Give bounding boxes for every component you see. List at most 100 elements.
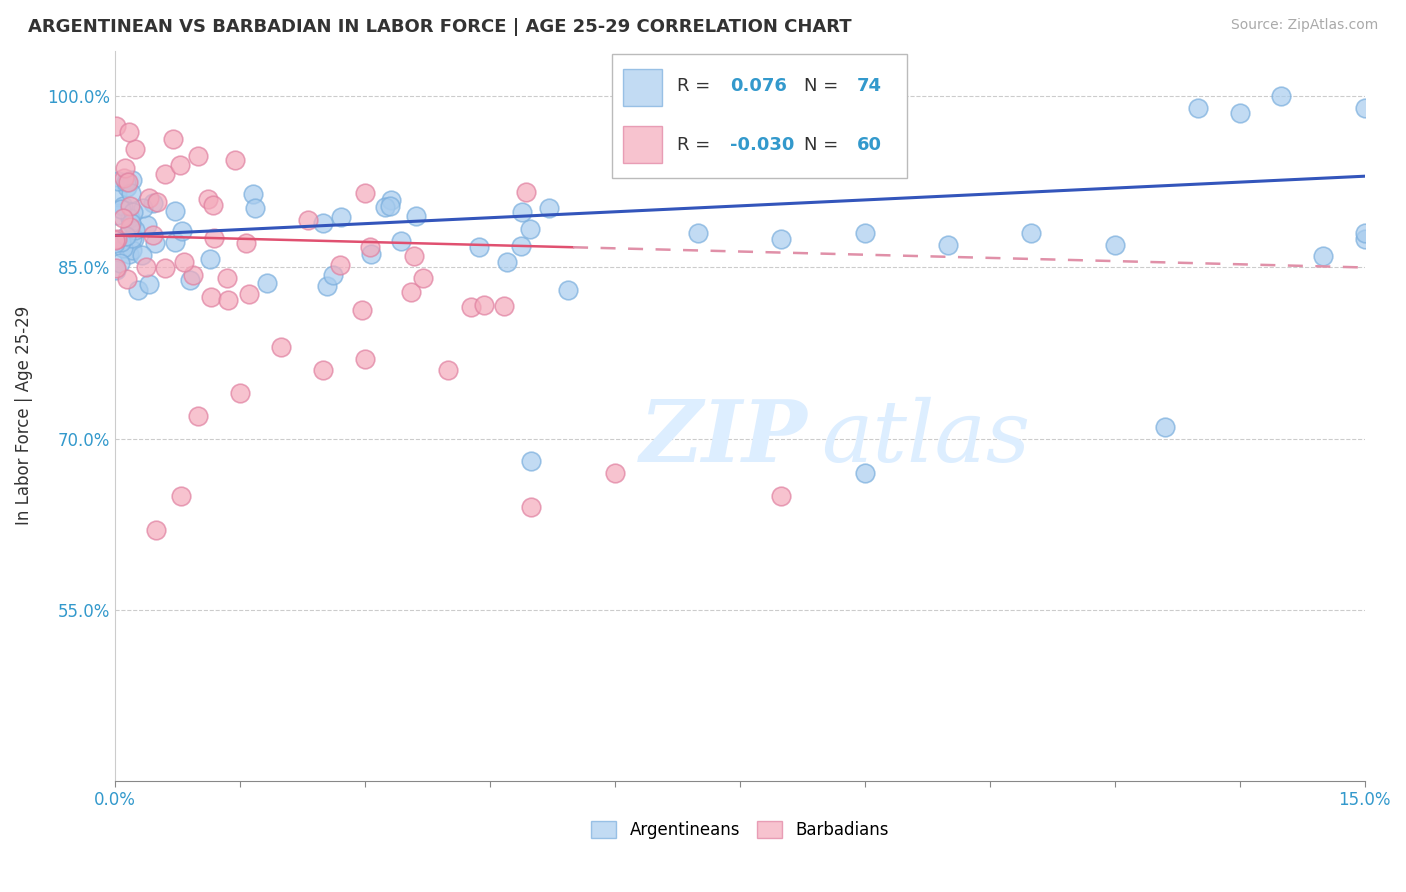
Point [474,298,496,312]
Point [537,201,560,215]
Point [198,252,221,266]
Point [104,235,127,250]
Point [179,273,201,287]
Point [378,199,401,213]
Point [297,213,319,227]
Point [510,239,533,253]
Text: Source: ZipAtlas.com: Source: ZipAtlas.com [1230,18,1378,32]
Point [1354,232,1376,246]
Text: 74: 74 [856,77,882,95]
Point [520,500,543,515]
Point [1187,101,1209,115]
FancyBboxPatch shape [612,54,907,178]
Point [112,199,135,213]
Point [238,286,260,301]
Point [360,246,382,260]
Point [111,241,134,255]
Point [187,148,209,162]
Point [389,235,412,249]
Point [121,243,143,257]
Point [242,186,264,201]
Point [770,489,793,503]
Point [132,201,155,215]
Legend: Argentineans, Barbadians: Argentineans, Barbadians [585,814,896,846]
Point [121,173,143,187]
Text: 60: 60 [856,136,882,153]
Point [197,193,219,207]
Point [200,290,222,304]
Point [229,386,252,401]
Text: N =: N = [804,77,844,95]
Point [138,277,160,292]
Point [153,167,176,181]
Point [603,466,626,480]
Point [104,120,127,134]
Point [169,158,191,172]
Point [105,262,128,277]
Point [1229,106,1251,120]
Text: N =: N = [804,136,844,153]
Point [1354,226,1376,240]
Point [460,300,482,314]
Point [492,299,515,313]
Point [135,218,157,232]
Point [122,232,145,246]
Point [770,232,793,246]
Point [374,200,396,214]
Point [118,211,141,225]
Text: atlas: atlas [821,396,1031,479]
Text: -0.030: -0.030 [730,136,794,153]
Point [936,237,959,252]
Point [163,203,186,218]
Point [107,174,129,188]
Point [496,255,519,269]
Point [145,523,167,537]
Point [124,142,146,156]
Point [110,235,132,249]
Point [122,205,145,219]
Point [117,175,139,189]
Point [519,221,541,235]
Point [401,285,423,300]
Point [115,229,138,244]
Point [515,185,537,199]
Point [145,236,167,251]
Point [112,171,135,186]
Point [114,161,136,175]
Point [170,224,193,238]
Point [217,270,239,285]
Point [330,210,353,224]
Point [437,363,460,377]
Point [163,235,186,249]
Point [120,220,142,235]
Point [118,199,141,213]
Point [256,276,278,290]
Point [115,176,138,190]
Point [202,198,225,212]
Point [329,258,352,272]
Text: R =: R = [676,77,716,95]
Point [380,194,402,208]
Text: ARGENTINEAN VS BARBADIAN IN LABOR FORCE | AGE 25-29 CORRELATION CHART: ARGENTINEAN VS BARBADIAN IN LABOR FORCE … [28,18,852,36]
Point [359,240,381,254]
Point [270,340,292,354]
Point [173,255,195,269]
Point [110,202,132,217]
Point [115,180,138,194]
Point [557,283,579,297]
Point [142,195,165,210]
Point [217,293,239,308]
Point [1354,101,1376,115]
Point [187,409,209,423]
Point [350,302,373,317]
Point [104,260,127,275]
Point [512,205,534,219]
Point [853,226,876,240]
Point [468,240,491,254]
Point [353,351,375,366]
Point [853,466,876,480]
Point [105,232,128,246]
Point [322,268,344,283]
Point [118,247,141,261]
Text: 0.076: 0.076 [730,77,786,95]
